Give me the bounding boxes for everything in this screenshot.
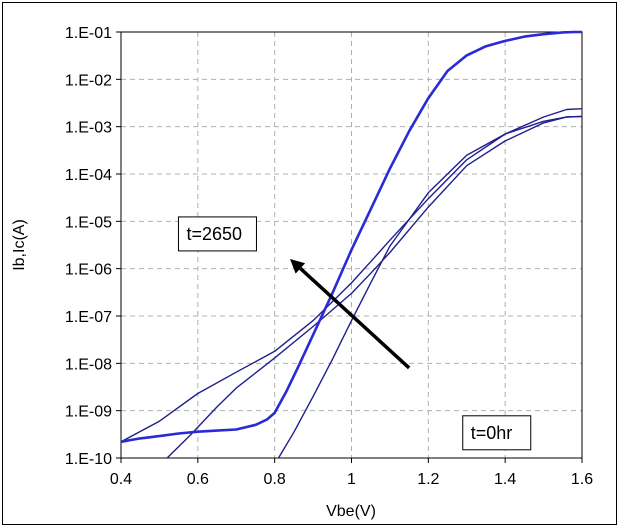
x-tick-label: 0.6 xyxy=(187,471,209,488)
x-tick-label: 1.6 xyxy=(571,471,593,488)
arrow-head xyxy=(290,259,306,274)
y-tick-label: 1.E-06 xyxy=(65,262,112,279)
annotation-text-1: t=2650 xyxy=(186,224,242,244)
y-axis-label: Ib,Ic(A) xyxy=(11,219,28,271)
series-line-4 xyxy=(120,30,582,444)
y-tick-label: 1.E-09 xyxy=(65,404,112,421)
series-line-3 xyxy=(277,115,583,459)
y-tick-label: 1.E-02 xyxy=(65,72,112,89)
y-tick-label: 1.E-05 xyxy=(65,214,112,231)
x-tick-label: 1.2 xyxy=(417,471,439,488)
series-line-2 xyxy=(166,115,583,459)
arrow-group xyxy=(290,259,411,370)
y-tick-label: 1.E-07 xyxy=(65,309,112,326)
annotation-text-2: t=0hr xyxy=(471,423,513,443)
y-tick-label: 1.E-08 xyxy=(65,356,112,373)
annotations: t=2650 t=0hr xyxy=(177,216,532,451)
series-line-1 xyxy=(120,108,583,443)
y-tick-label: 1.E-01 xyxy=(65,25,112,42)
tick-labels: 0.4 0.6 0.8 1 1.2 1.4 1.6 1.E-10 1.E-09 1.E-08 1.E… xyxy=(65,25,593,488)
x-tick-label: 0.8 xyxy=(264,471,286,488)
x-tick-label: 1.4 xyxy=(494,471,516,488)
series-group xyxy=(120,30,583,459)
x-tick-label: 1 xyxy=(347,471,356,488)
grid xyxy=(121,32,582,458)
arrow-shaft xyxy=(299,267,411,370)
x-axis-label: Vbe(V) xyxy=(326,503,376,520)
y-tick-label: 1.E-04 xyxy=(65,167,112,184)
annotation-box-1 xyxy=(177,216,257,252)
y-tick-label: 1.E-03 xyxy=(65,120,112,137)
x-tick-label: 0.4 xyxy=(110,471,132,488)
annotation-box-2 xyxy=(462,415,532,451)
y-tick-label: 1.E-10 xyxy=(65,451,112,468)
